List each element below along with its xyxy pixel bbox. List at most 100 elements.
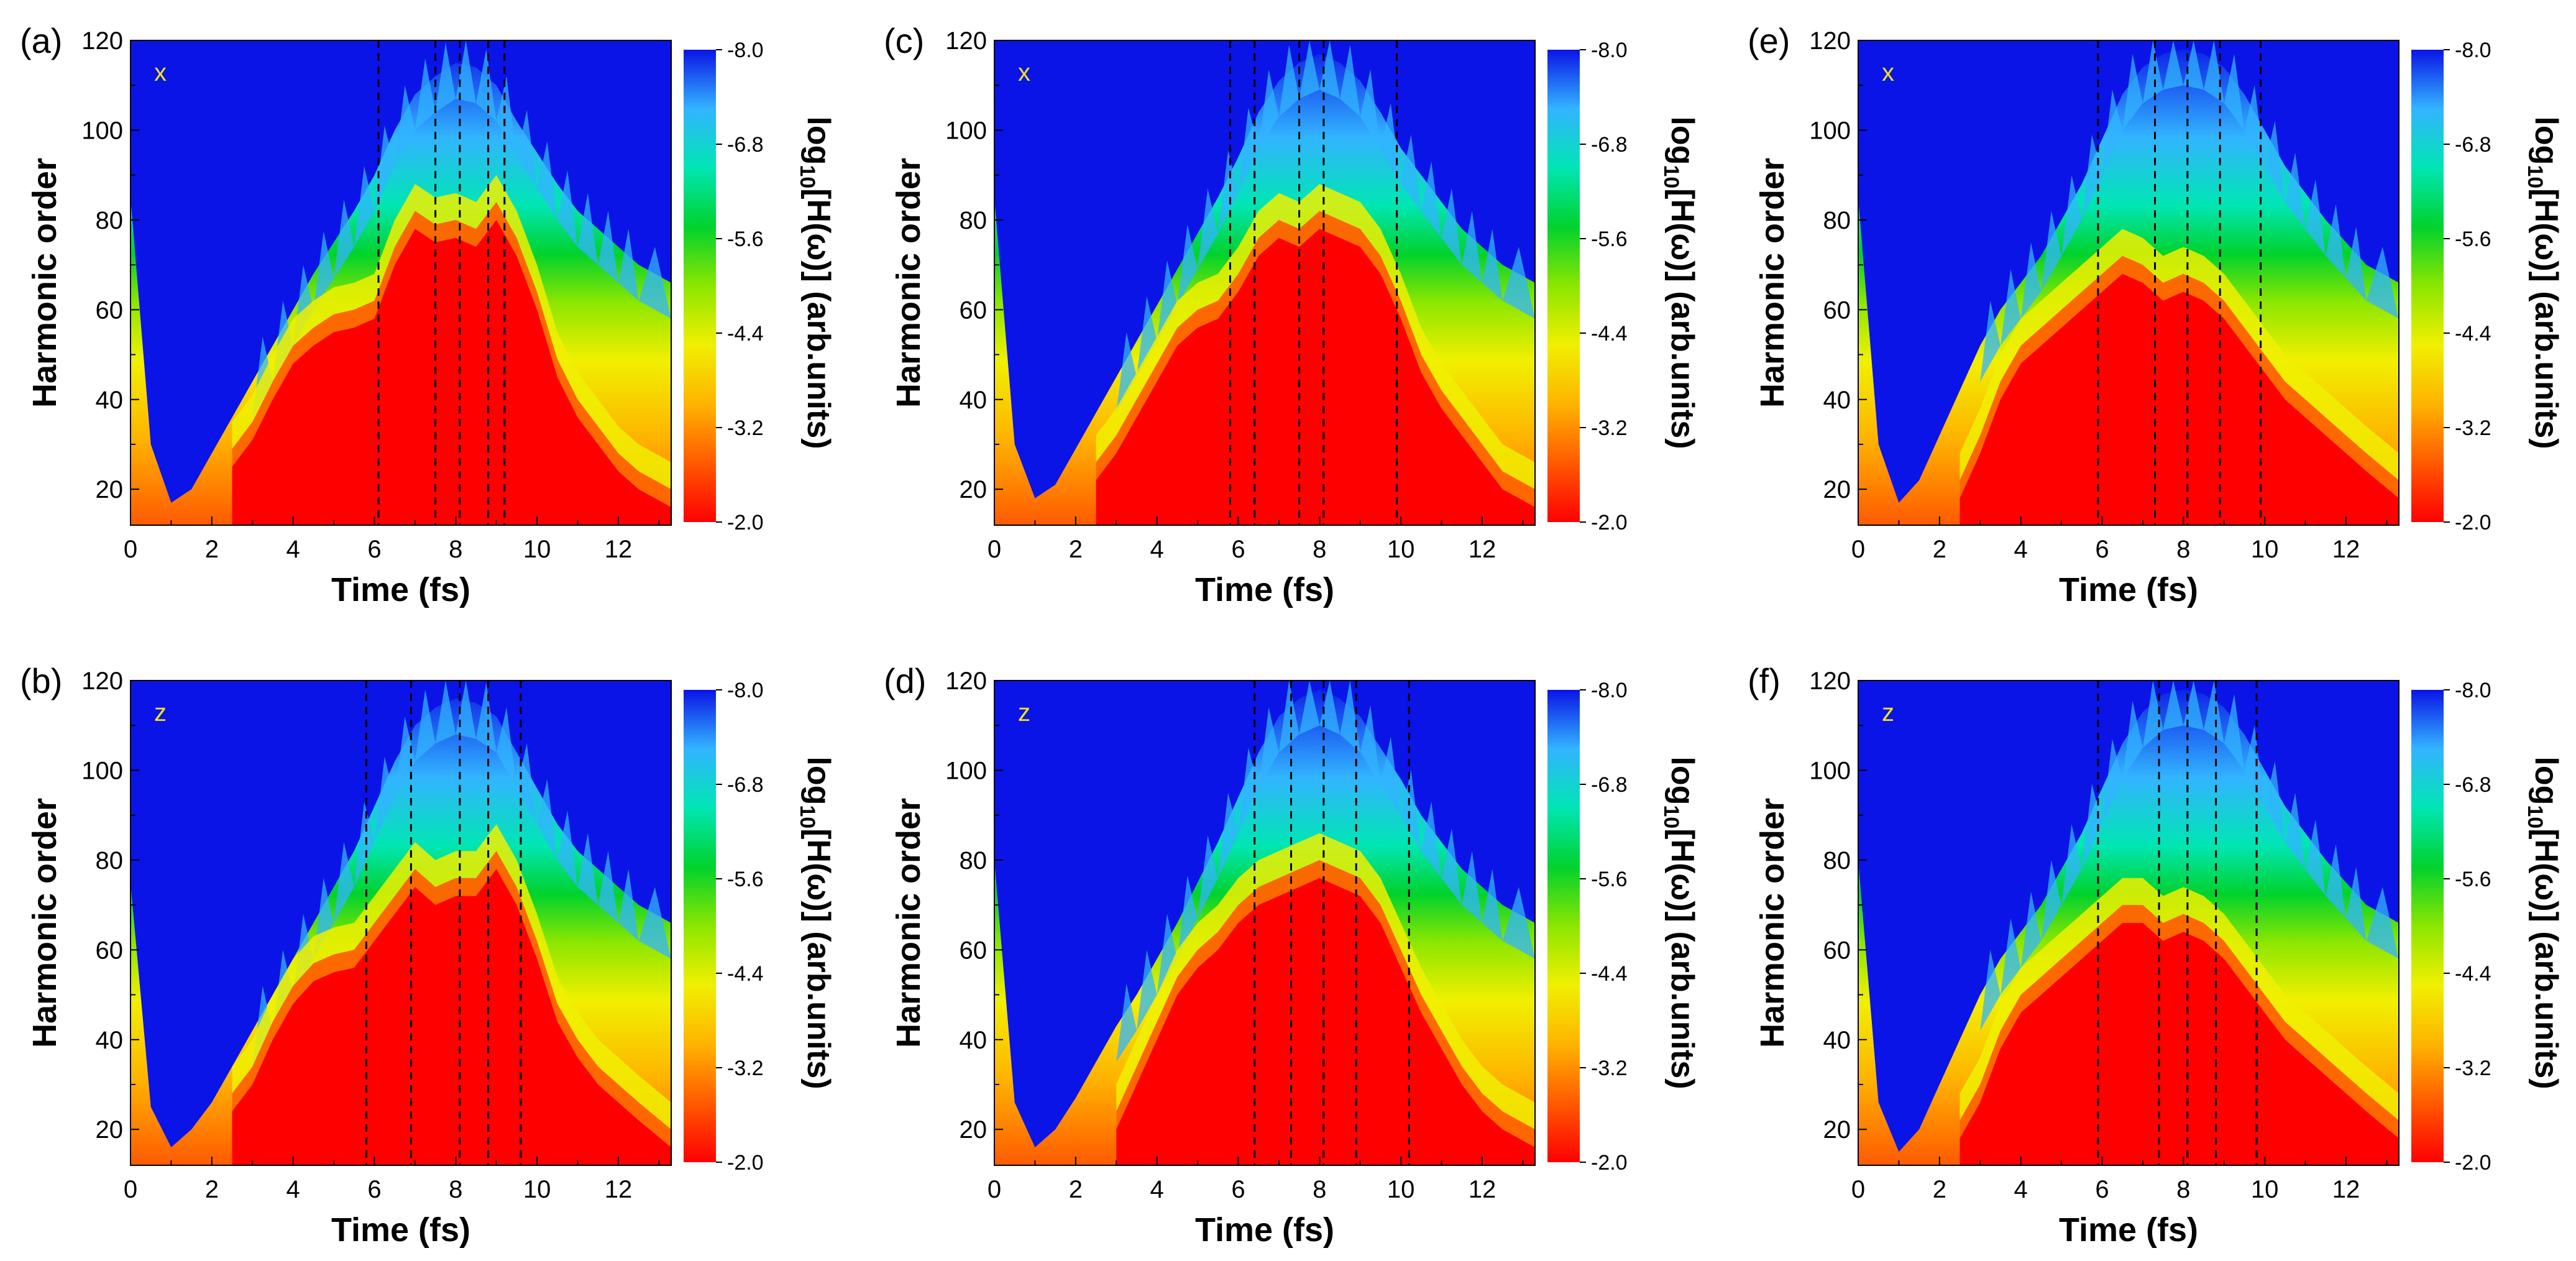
- cutoff-spikes: [1116, 681, 1535, 1062]
- colorbar-label-main: log: [2528, 116, 2564, 165]
- colorbar-tick-label: -6.8: [2455, 133, 2491, 157]
- x-tick-label: 2: [1933, 1176, 1946, 1203]
- red-core: [232, 869, 671, 1165]
- colorbar-tick-label: -6.8: [1591, 773, 1628, 797]
- colorbar: [684, 50, 716, 522]
- panel-label: (a): [20, 21, 62, 60]
- colorbar-label-sub: 10: [795, 165, 819, 188]
- colorbar-tick-label: -2.0: [1591, 1151, 1628, 1175]
- colorbar-label: log10[H(ω)] (arb.units): [1659, 116, 1700, 449]
- colorbar: [2411, 50, 2444, 522]
- x-tick-label: 10: [2251, 1176, 2279, 1203]
- x-tick-label: 0: [988, 1176, 1001, 1203]
- y-tick-label: 40: [1823, 387, 1851, 414]
- panel-c: x (c) 0 2 4 6 8 10 12 20 40 60 80 100 120 Time (fs) Harm…: [884, 21, 1700, 608]
- y-tick-label: 60: [1823, 937, 1851, 964]
- x-tick-label: 4: [286, 1176, 300, 1203]
- colorbar-label-sub: 10: [1659, 165, 1683, 188]
- colorbar-tick-label: -5.6: [2455, 227, 2491, 251]
- x-axis-label: Time (fs): [2059, 571, 2198, 608]
- plot-area: [994, 40, 1535, 525]
- x-axis-label: Time (fs): [2059, 1211, 2198, 1249]
- y-axis-label: Harmonic order: [890, 158, 927, 408]
- x-tick-label: 10: [523, 1176, 551, 1203]
- cutoff-spikes: [1980, 681, 2399, 1031]
- colorbar-tick-label: -2.0: [2455, 1151, 2491, 1175]
- component-label: z: [154, 699, 167, 727]
- colorbar-tick-label: -3.2: [2455, 1057, 2491, 1080]
- panel-f: z (f) 0 2 4 6 8 10 12 20 40 60 80 100 120 Time (fs) Harm…: [1748, 661, 2564, 1249]
- y-tick-label: 120: [81, 27, 123, 55]
- colorbar-label-sub: 10: [2523, 165, 2547, 188]
- x-tick-label: 4: [2014, 536, 2028, 563]
- cutoff-spikes: [252, 40, 671, 418]
- y-tick-label: 40: [96, 1027, 124, 1054]
- colorbar: [1547, 50, 1580, 522]
- panel-label: (f): [1748, 661, 1781, 700]
- x-tick-label: 10: [2251, 536, 2279, 563]
- colorbar-tick-label: -8.0: [2455, 39, 2491, 62]
- x-axis-label: Time (fs): [331, 1211, 470, 1249]
- colorbar-label-sub: 10: [795, 805, 819, 828]
- colorbar-tick-label: -2.0: [727, 511, 764, 534]
- cutoff-spikes: [252, 681, 671, 1067]
- colorbar-tick-label: -6.8: [2455, 773, 2491, 797]
- colorbar-label: log10[H(ω)] (arb.units): [2523, 116, 2564, 449]
- colorbar-label: log10[H(ω)] (arb.units): [2523, 756, 2564, 1089]
- x-tick-label: 12: [605, 536, 633, 563]
- colorbar-tick-label: -4.4: [727, 962, 764, 986]
- x-axis-label: Time (fs): [1195, 571, 1334, 608]
- x-tick-label: 10: [1387, 536, 1415, 563]
- y-tick-label: 60: [96, 296, 124, 324]
- colorbar-tick-label: -4.4: [1591, 962, 1628, 986]
- x-tick-label: 0: [124, 1176, 137, 1203]
- colorbar-tick-label: -8.0: [727, 39, 764, 62]
- panel-label: (b): [20, 661, 62, 700]
- x-tick-label: 6: [1231, 1176, 1245, 1203]
- colorbar-tick-label: -8.0: [1591, 39, 1628, 62]
- colorbar-tick-label: -6.8: [1591, 133, 1628, 157]
- panel-a: x (a) 0 2 4 6 8 10 12 20 40 60 80 100 120 Time (fs) Harm…: [20, 21, 837, 608]
- x-tick-label: 8: [1313, 536, 1326, 563]
- colorbar-label-rest: [H(ω)] (arb.units): [2528, 828, 2564, 1089]
- colorbar-label-rest: [H(ω)] (arb.units): [1664, 828, 1700, 1089]
- red-core: [1116, 878, 1535, 1165]
- x-tick-label: 0: [124, 536, 137, 563]
- colorbar-label-rest: [H(ω)] (arb.units): [800, 188, 837, 449]
- x-tick-label: 0: [988, 536, 1001, 563]
- x-tick-label: 6: [2095, 536, 2109, 563]
- panel-label: (c): [884, 21, 924, 60]
- x-tick-label: 4: [2014, 1176, 2028, 1203]
- colorbar-label: log10[H(ω)] (arb.units): [1659, 756, 1700, 1089]
- red-core: [1960, 923, 2399, 1165]
- y-tick-label: 80: [960, 847, 988, 874]
- colorbar: [2411, 690, 2444, 1162]
- x-axis-label: Time (fs): [1195, 1211, 1334, 1249]
- colorbar-tick-label: -2.0: [727, 1151, 764, 1175]
- colorbar-label-main: log: [1664, 756, 1700, 805]
- x-tick-label: 2: [205, 1176, 219, 1203]
- y-tick-label: 60: [1823, 296, 1851, 324]
- y-tick-label: 40: [1823, 1027, 1851, 1054]
- x-tick-label: 12: [605, 1176, 633, 1203]
- x-tick-label: 8: [2176, 536, 2190, 563]
- plot-area: [131, 40, 671, 525]
- y-tick-label: 20: [960, 476, 988, 503]
- y-tick-label: 60: [960, 296, 988, 324]
- colorbar-tick-label: -2.0: [2455, 511, 2491, 534]
- y-tick-label: 80: [1823, 207, 1851, 234]
- colorbar-label-rest: [H(ω)] (arb.units): [2528, 188, 2564, 449]
- colorbar-tick-label: -5.6: [1591, 227, 1628, 251]
- x-tick-label: 4: [286, 536, 300, 563]
- x-tick-label: 0: [1851, 536, 1865, 563]
- colorbar-label-main: log: [2528, 756, 2564, 805]
- colorbar-tick-label: -8.0: [1591, 679, 1628, 702]
- plot-frame: [1858, 40, 2400, 526]
- y-tick-label: 60: [96, 937, 124, 964]
- y-tick-label: 120: [945, 27, 987, 55]
- y-tick-label: 80: [960, 207, 988, 234]
- x-tick-label: 8: [2176, 1176, 2190, 1203]
- colorbar-label-sub: 10: [2523, 805, 2547, 828]
- colorbar-tick-label: -4.4: [1591, 322, 1628, 346]
- colorbar-label-main: log: [800, 756, 837, 805]
